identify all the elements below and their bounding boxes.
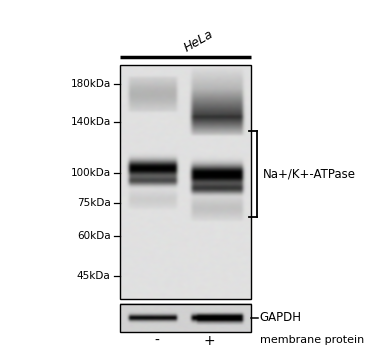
Text: -: - (154, 334, 159, 348)
Text: Na+/K+-ATPase: Na+/K+-ATPase (263, 168, 356, 181)
Text: 60kDa: 60kDa (77, 231, 111, 241)
Text: membrane protein: membrane protein (260, 335, 364, 345)
Text: +: + (204, 334, 215, 348)
Text: 45kDa: 45kDa (77, 271, 111, 281)
Text: 140kDa: 140kDa (70, 117, 111, 127)
Bar (120, 65, 251, 299)
Text: HeLa: HeLa (182, 28, 216, 55)
Text: 75kDa: 75kDa (77, 198, 111, 208)
Text: 100kDa: 100kDa (70, 168, 111, 178)
Text: GAPDH: GAPDH (260, 312, 301, 324)
Text: 180kDa: 180kDa (70, 79, 111, 89)
Bar (120, 304, 251, 332)
